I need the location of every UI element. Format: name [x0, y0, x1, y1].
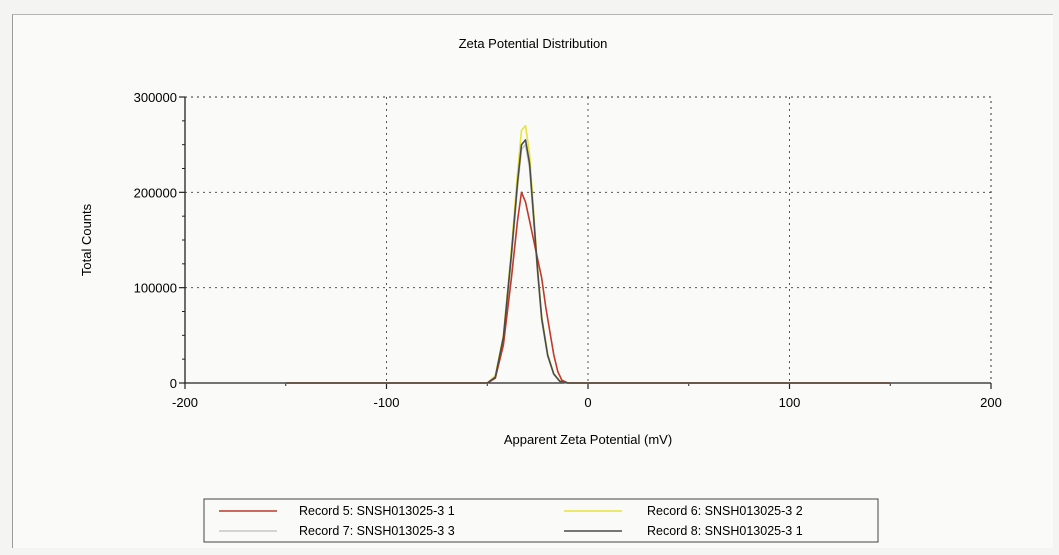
x-tick-label: -100 — [373, 395, 399, 410]
grid-lines — [185, 97, 991, 383]
x-tick-label: 100 — [779, 395, 801, 410]
x-tick-label: 200 — [980, 395, 1002, 410]
axis-ticks: -200 -100 0 100 200 0 100000 200000 300000 — [134, 90, 1002, 410]
y-tick-label: 0 — [170, 376, 177, 391]
y-tick-label: 100000 — [134, 281, 177, 296]
legend-items: Record 5: SNSH013025-3 1 Record 6: SNSH01… — [219, 504, 803, 538]
series-line-4 — [285, 139, 891, 384]
legend-label-2: Record 6: SNSH013025-3 2 — [647, 504, 803, 518]
series-line-3 — [285, 143, 891, 384]
chart-frame: Zeta Potential Distribution -200 -100 0 100… — [12, 14, 1053, 548]
legend-box — [203, 498, 879, 543]
x-tick-label: 0 — [584, 395, 591, 410]
y-tick-label: 200000 — [134, 185, 177, 200]
legend: Record 5: SNSH013025-3 1 Record 6: SNSH01… — [203, 498, 879, 543]
legend-label-1: Record 5: SNSH013025-3 1 — [299, 504, 455, 518]
y-axis-label: Total Counts — [79, 203, 94, 276]
y-tick-label: 300000 — [134, 90, 177, 105]
chart-title: Zeta Potential Distribution — [459, 36, 608, 51]
series-lines — [285, 124, 891, 384]
legend-label-4: Record 8: SNSH013025-3 1 — [647, 524, 803, 538]
x-tick-label: -200 — [172, 395, 198, 410]
zeta-potential-chart: Zeta Potential Distribution -200 -100 0 100… — [79, 36, 1002, 543]
x-axis-label: Apparent Zeta Potential (mV) — [504, 432, 672, 447]
legend-label-3: Record 7: SNSH013025-3 3 — [299, 524, 455, 538]
